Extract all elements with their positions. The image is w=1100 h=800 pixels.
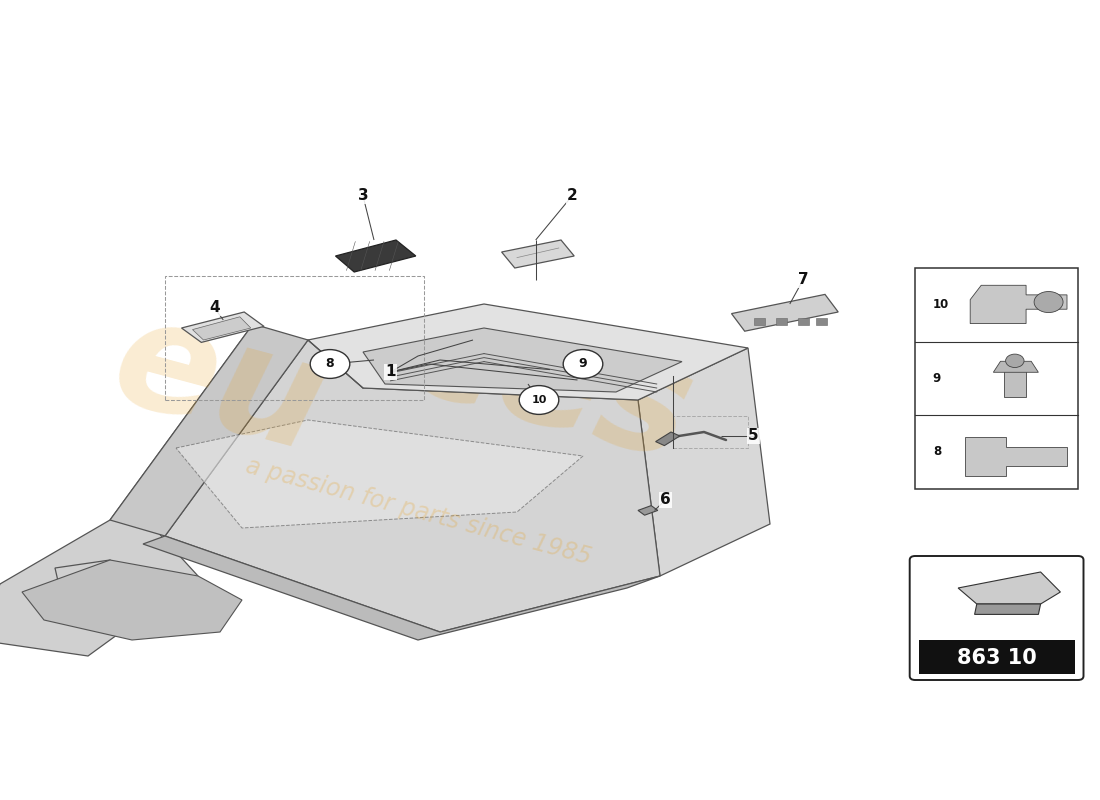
Text: eu: eu: [98, 285, 342, 483]
Text: 1: 1: [385, 365, 396, 379]
Text: 9: 9: [933, 372, 940, 385]
Text: 8: 8: [933, 446, 940, 458]
Bar: [754, 318, 764, 325]
Bar: [915, 268, 1078, 489]
Circle shape: [563, 350, 603, 378]
Polygon shape: [993, 362, 1038, 372]
Polygon shape: [638, 506, 658, 515]
Text: 4: 4: [209, 301, 220, 315]
Polygon shape: [336, 240, 416, 272]
Text: 2: 2: [566, 189, 578, 203]
Polygon shape: [732, 294, 838, 331]
Text: 863 10: 863 10: [957, 648, 1036, 668]
Polygon shape: [965, 438, 1067, 475]
Polygon shape: [0, 324, 264, 656]
Text: 7: 7: [798, 273, 808, 287]
Circle shape: [1034, 291, 1063, 313]
Polygon shape: [363, 328, 682, 392]
Polygon shape: [308, 304, 748, 400]
Bar: [165, 276, 424, 400]
Text: 5: 5: [748, 429, 759, 443]
Bar: [816, 318, 827, 325]
FancyBboxPatch shape: [910, 556, 1084, 680]
Polygon shape: [22, 560, 242, 640]
Text: 3: 3: [358, 189, 368, 203]
Polygon shape: [176, 420, 583, 528]
Text: 10: 10: [531, 395, 547, 405]
Polygon shape: [165, 340, 660, 632]
Text: 9: 9: [579, 358, 587, 370]
Polygon shape: [192, 317, 251, 340]
Polygon shape: [110, 324, 308, 536]
Circle shape: [1005, 354, 1024, 367]
Text: 6: 6: [660, 493, 671, 507]
Polygon shape: [958, 572, 1060, 604]
Text: 10: 10: [933, 298, 949, 311]
Text: 8: 8: [326, 358, 334, 370]
Bar: [798, 318, 808, 325]
Polygon shape: [182, 312, 264, 342]
Polygon shape: [970, 286, 1067, 323]
Polygon shape: [638, 348, 770, 576]
Text: ces: ces: [393, 275, 707, 493]
Circle shape: [310, 350, 350, 378]
Polygon shape: [502, 240, 574, 268]
Text: a passion for parts since 1985: a passion for parts since 1985: [242, 454, 594, 570]
Bar: [1003, 371, 1026, 397]
Polygon shape: [975, 604, 1041, 614]
Bar: [776, 318, 786, 325]
Polygon shape: [143, 536, 660, 640]
Polygon shape: [656, 432, 680, 446]
Bar: [918, 640, 1075, 674]
Circle shape: [519, 386, 559, 414]
